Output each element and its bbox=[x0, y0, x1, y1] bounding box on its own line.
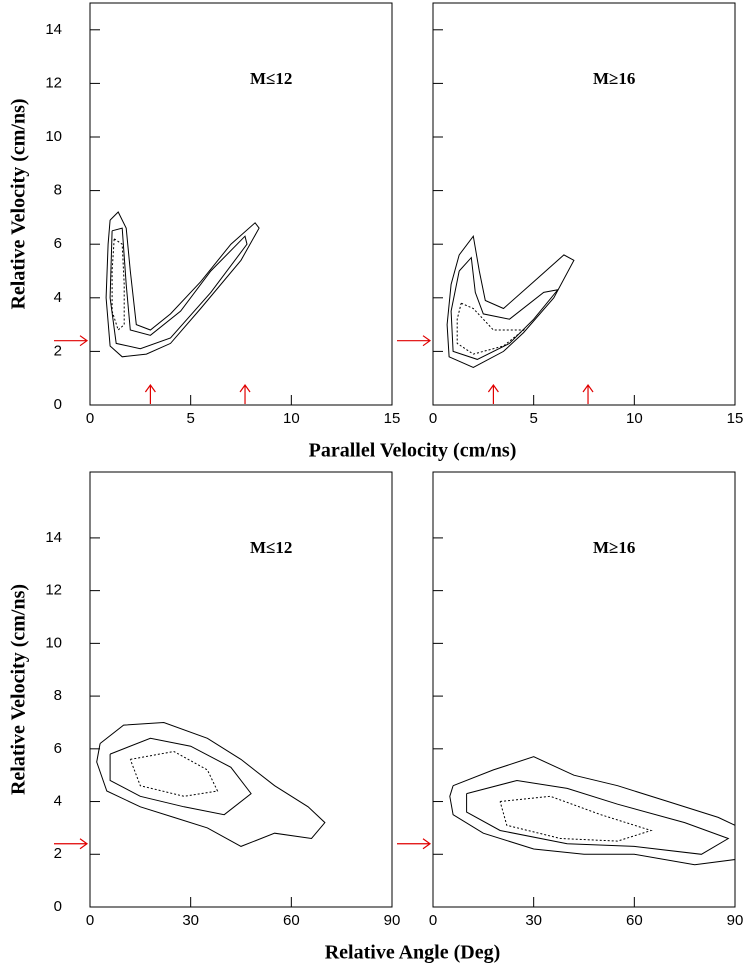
annotation: M≥16 bbox=[593, 538, 635, 557]
contour-line bbox=[109, 227, 248, 350]
y-tick-label: 12 bbox=[45, 582, 62, 599]
y-tick-label: 14 bbox=[45, 21, 62, 38]
contour-line bbox=[111, 238, 125, 331]
arrow bbox=[54, 335, 89, 347]
y-axis-label: Relative Velocity (cm/ns) bbox=[8, 584, 30, 795]
y-tick-label: 0 bbox=[54, 898, 62, 915]
x-axis-label: Parallel Velocity (cm/ns) bbox=[309, 440, 517, 462]
contour-line bbox=[105, 211, 260, 358]
contour-line bbox=[96, 721, 326, 847]
y-tick-label: 6 bbox=[54, 740, 62, 757]
contour-line bbox=[129, 750, 219, 797]
contour-line bbox=[449, 756, 736, 866]
contour-line bbox=[456, 302, 526, 355]
y-tick-label: 2 bbox=[54, 845, 62, 862]
plot-frame bbox=[432, 471, 736, 908]
contour-line bbox=[499, 795, 653, 842]
x-tick-label: 0 bbox=[429, 410, 437, 427]
x-tick-label: 60 bbox=[283, 912, 300, 929]
y-tick-label: 4 bbox=[54, 289, 62, 306]
y-axis-label: Relative Velocity (cm/ns) bbox=[8, 98, 30, 309]
plot-frame bbox=[89, 2, 393, 406]
annotation: M≥16 bbox=[593, 69, 635, 88]
y-tick-label: 8 bbox=[54, 182, 62, 199]
y-tick-label: 0 bbox=[54, 396, 62, 413]
x-tick-label: 90 bbox=[384, 912, 401, 929]
arrow bbox=[54, 838, 89, 850]
x-tick-label: 15 bbox=[384, 410, 401, 427]
x-tick-label: 5 bbox=[186, 410, 194, 427]
y-tick-label: 8 bbox=[54, 687, 62, 704]
x-axis-label: Relative Angle (Deg) bbox=[325, 942, 501, 964]
arrow bbox=[397, 335, 432, 347]
y-tick-label: 12 bbox=[45, 74, 62, 91]
y-tick-label: 10 bbox=[45, 634, 62, 651]
plot-frame bbox=[89, 471, 393, 908]
plot-frame bbox=[432, 2, 736, 406]
x-tick-label: 10 bbox=[626, 410, 643, 427]
y-tick-label: 6 bbox=[54, 235, 62, 252]
x-tick-label: 90 bbox=[727, 912, 744, 929]
contour-line bbox=[446, 234, 575, 369]
x-tick-label: 30 bbox=[182, 912, 199, 929]
y-tick-label: 14 bbox=[45, 529, 62, 546]
y-tick-label: 10 bbox=[45, 128, 62, 145]
x-tick-label: 5 bbox=[529, 410, 537, 427]
arrow bbox=[397, 838, 432, 850]
x-tick-label: 30 bbox=[525, 912, 542, 929]
contour-line bbox=[466, 779, 730, 855]
y-tick-label: 4 bbox=[54, 793, 62, 810]
contour-line bbox=[109, 737, 252, 816]
x-tick-label: 15 bbox=[727, 410, 744, 427]
arrow bbox=[144, 383, 156, 404]
x-tick-label: 0 bbox=[429, 912, 437, 929]
annotation: M≤12 bbox=[250, 69, 292, 88]
annotation: M≤12 bbox=[250, 538, 292, 557]
arrow bbox=[487, 383, 499, 404]
x-tick-label: 60 bbox=[626, 912, 643, 929]
x-tick-label: 0 bbox=[86, 410, 94, 427]
arrow bbox=[582, 383, 594, 404]
contour-line bbox=[450, 256, 560, 360]
x-tick-label: 0 bbox=[86, 912, 94, 929]
y-tick-label: 2 bbox=[54, 342, 62, 359]
x-tick-label: 10 bbox=[283, 410, 300, 427]
arrow bbox=[239, 383, 251, 404]
